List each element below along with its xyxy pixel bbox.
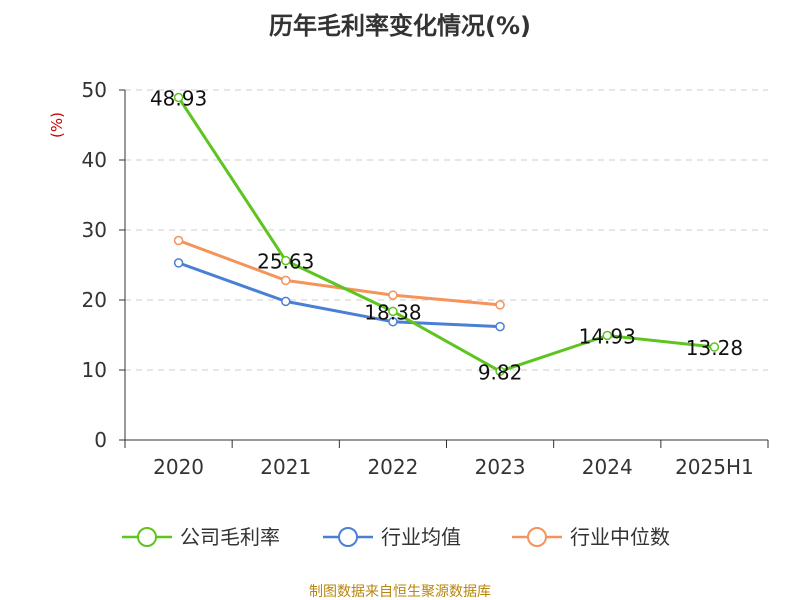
- legend-marker: [137, 527, 157, 547]
- chart-title: 历年毛利率变化情况(%): [269, 12, 531, 40]
- x-tick-label: 2021: [260, 455, 311, 479]
- data-point: [495, 366, 505, 377]
- series-line: [178, 239, 501, 307]
- legend-marker: [527, 527, 547, 547]
- legend-marker: [338, 527, 358, 547]
- legend-label: 行业均值: [381, 525, 461, 549]
- y-tick-label: 10: [82, 358, 107, 382]
- data-point: [709, 342, 720, 352]
- data-point: [388, 290, 398, 300]
- y-tick-label: 0: [94, 428, 107, 452]
- data-point: [495, 300, 505, 310]
- data-point: [281, 296, 291, 307]
- x-tick-label: 2025H1: [675, 455, 754, 479]
- data-point: [173, 235, 184, 246]
- data-point: [173, 92, 184, 103]
- data-point: [281, 275, 291, 286]
- data-label: 13.28: [686, 336, 743, 360]
- axes: 0 10 20 30 40 50 2020 2021 2022 2023 2024 2025H1: [82, 78, 769, 479]
- data-point: [281, 255, 291, 266]
- series-line: [178, 261, 501, 329]
- data-labels: 48.93 25.63 18.38 9.82 14.93 13.28: [150, 86, 743, 384]
- grid-lines: [125, 89, 768, 371]
- y-tick-label: 20: [82, 288, 107, 312]
- x-tick-label: 2020: [153, 455, 204, 479]
- y-tick-label: 40: [82, 148, 107, 172]
- x-tick-label: 2022: [367, 455, 418, 479]
- data-label: 48.93: [150, 86, 207, 110]
- data-point: [173, 258, 184, 268]
- x-tick-label: 2024: [582, 455, 633, 479]
- data-point: [388, 316, 398, 327]
- y-tick-label: 30: [82, 218, 107, 242]
- series-line: [177, 96, 715, 373]
- data-point: [602, 330, 612, 341]
- legend: 公司毛利率 行业均值 行业中位数: [122, 525, 670, 549]
- data-label: 14.93: [579, 324, 636, 348]
- legend-label: 行业中位数: [570, 525, 670, 549]
- legend-label: 公司毛利率: [180, 525, 280, 549]
- data-source-note: 制图数据来自恒生聚源数据库: [309, 584, 491, 600]
- data-label: 9.82: [478, 360, 523, 384]
- series-lines: [173, 92, 720, 377]
- y-axis-unit: (%): [48, 112, 66, 138]
- data-point: [388, 306, 398, 317]
- x-tick-label: 2023: [475, 455, 526, 479]
- data-label: 25.63: [257, 250, 314, 274]
- data-label: 18.38: [364, 300, 421, 324]
- y-tick-label: 50: [82, 78, 107, 102]
- data-point: [495, 321, 505, 332]
